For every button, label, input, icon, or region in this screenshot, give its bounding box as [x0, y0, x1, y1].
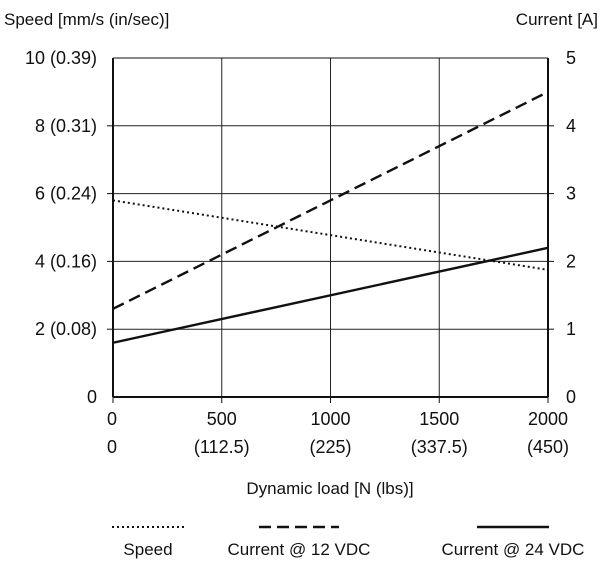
legend-label-2: Current @ 24 VDC: [442, 540, 585, 559]
x-tick-label-4: 2000: [528, 409, 568, 429]
legend: Speed Current @ 12 VDC Current @ 24 VDC: [112, 525, 585, 559]
y-left-tick-label-2: 4 (0.16): [35, 251, 97, 271]
y-right-tick-label-1: 1: [566, 319, 576, 339]
y-left-axis-title: Speed [mm/s (in/sec)]: [4, 10, 169, 29]
x-axis-title: Dynamic load [N (lbs)]: [246, 479, 413, 498]
y-left-ticks: 0 2 (0.08) 4 (0.16) 6 (0.24) 8 (0.31) 10 (0.3…: [25, 48, 113, 407]
series-line-dashed-1: [112, 90, 549, 310]
y-left-tick-label-0: 0: [87, 387, 97, 407]
y-right-tick-label-2: 2: [566, 251, 576, 271]
x-tick-label-3: 1500: [419, 409, 459, 429]
y-left-tick-label-3: 6 (0.24): [35, 184, 97, 204]
legend-label-0: Speed: [123, 540, 172, 559]
x-tick-sublabel-2: (225): [309, 437, 351, 457]
y-left-tick-label-4: 8 (0.31): [35, 116, 97, 136]
x-tick-sublabel-3: (337.5): [411, 437, 468, 457]
y-right-axis-title: Current [A]: [516, 10, 598, 29]
y-right-tick-label-4: 4: [566, 116, 576, 136]
x-tick-sublabel-0: 0: [107, 437, 117, 457]
x-tick-label-1: 500: [207, 409, 237, 429]
y-left-tick-label-1: 2 (0.08): [35, 319, 97, 339]
series-lines: [112, 90, 549, 344]
grid: [113, 58, 548, 397]
y-left-tick-label-5: 10 (0.39): [25, 48, 97, 68]
x-tick-label-2: 1000: [310, 409, 350, 429]
series-line-dotted-0: [112, 199, 549, 271]
legend-label-1: Current @ 12 VDC: [228, 540, 371, 559]
series-line-solid-2: [112, 246, 549, 344]
y-right-tick-label-3: 3: [566, 184, 576, 204]
y-right-tick-label-0: 0: [566, 387, 576, 407]
y-right-tick-label-5: 5: [566, 48, 576, 68]
x-tick-sublabel-1: (112.5): [194, 437, 250, 457]
y-right-ticks: 0 1 2 3 4 5: [548, 48, 576, 407]
x-tick-sublabel-4: (450): [527, 437, 569, 457]
x-ticks: 0 0 500 (112.5) 1000 (225) 1500 (337.5) 2000 (450…: [107, 397, 569, 457]
x-tick-label-0: 0: [107, 409, 117, 429]
